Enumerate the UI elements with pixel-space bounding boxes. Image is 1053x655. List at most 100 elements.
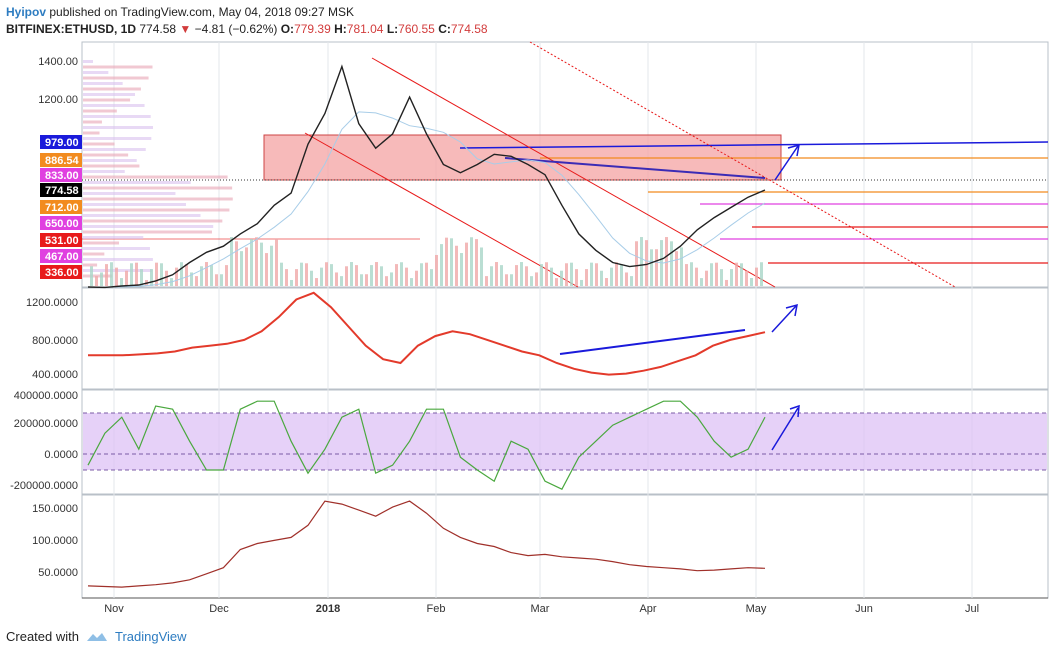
- y-tick-label: -200000.0000: [10, 480, 78, 492]
- volume-bar: [200, 266, 203, 286]
- volume-bar: [210, 265, 213, 286]
- channel-lower-line[interactable]: [304, 132, 579, 288]
- volume-bar: [245, 247, 248, 286]
- symbol-label: BITFINEX:ETHUSD, 1D: [6, 22, 137, 36]
- volume-bar: [695, 267, 698, 286]
- open-label: O:: [280, 22, 295, 36]
- last-price: 774.58: [139, 22, 177, 36]
- price-tag: 833.00: [40, 168, 82, 182]
- volume-bar: [415, 270, 418, 286]
- volume-profile-bar: [83, 241, 120, 245]
- channel-upper-line[interactable]: [371, 57, 776, 288]
- volume-bar: [160, 263, 163, 286]
- volume-bar: [680, 247, 683, 286]
- svg-text:467.00: 467.00: [45, 251, 79, 263]
- level-979-line[interactable]: [459, 141, 1049, 149]
- volume-bar: [650, 249, 653, 286]
- x-tick-label: Feb: [427, 603, 446, 615]
- volume-profile-bar: [83, 104, 145, 107]
- volume-bar: [635, 241, 638, 286]
- indicator-1-line[interactable]: [88, 291, 766, 376]
- volume-bar: [430, 269, 433, 286]
- volume-bar: [615, 262, 618, 286]
- indicator-pane-1[interactable]: [81, 287, 1049, 390]
- volume-bar: [685, 264, 688, 286]
- price-tag: 467.00: [40, 249, 82, 263]
- volume-bar: [440, 244, 443, 286]
- volume-bar: [185, 264, 188, 286]
- volume-profile-bar: [83, 98, 131, 102]
- oscillator-pane[interactable]: [81, 389, 1049, 495]
- indicator-pane-3[interactable]: [81, 494, 1049, 599]
- volume-profile-bar: [83, 247, 150, 250]
- volume-bar: [310, 270, 313, 286]
- volume-bar: [135, 262, 138, 286]
- volume-bar: [395, 264, 398, 286]
- volume-bar: [575, 269, 578, 286]
- oscillator-line[interactable]: [87, 400, 766, 490]
- footer: Created with TradingView: [6, 629, 187, 644]
- volume-bar: [240, 251, 243, 286]
- volume-bar: [130, 263, 133, 286]
- diagonal-resistance-line[interactable]: [504, 157, 766, 179]
- volume-bar: [620, 264, 623, 286]
- volume-bar: [630, 276, 633, 286]
- author-name[interactable]: Hyipov: [6, 5, 47, 19]
- price-series-line[interactable]: [87, 64, 766, 289]
- change-down-icon: ▼: [179, 22, 192, 36]
- high-value: 781.04: [346, 22, 384, 36]
- svg-text:650.00: 650.00: [45, 218, 79, 230]
- volume-bar: [625, 272, 628, 286]
- price-tag: 712.00: [40, 200, 82, 214]
- volume-bar: [595, 263, 598, 286]
- volume-bar: [345, 266, 348, 286]
- volume-bar: [400, 262, 403, 286]
- volume-bar: [585, 269, 588, 286]
- volume-bars: [90, 237, 763, 286]
- volume-bar: [455, 245, 458, 286]
- x-tick-label: Nov: [104, 603, 124, 615]
- volume-bar: [365, 274, 368, 286]
- volume-bar: [250, 239, 253, 286]
- x-tick-label: Jul: [965, 603, 979, 615]
- volume-bar: [165, 270, 168, 286]
- volume-bar: [390, 272, 393, 286]
- volume-bar: [355, 265, 358, 286]
- volume-profile-bar: [83, 148, 146, 151]
- volume-bar: [435, 254, 438, 286]
- volume-profile-bar: [83, 76, 149, 80]
- volume-bar: [255, 237, 258, 286]
- volume-bar: [730, 269, 733, 286]
- breakout-arrow-icon: [774, 143, 800, 181]
- volume-bar: [335, 272, 338, 286]
- volume-bar: [700, 278, 703, 286]
- volume-bar: [545, 262, 548, 286]
- volume-bar: [560, 270, 563, 286]
- x-tick-label: Mar: [531, 603, 550, 615]
- indicator-1-trend-line[interactable]: [559, 329, 746, 355]
- publish-line: Hyipov published on TradingView.com, May…: [6, 4, 488, 21]
- volume-bar: [225, 265, 228, 286]
- volume-bar: [740, 263, 743, 286]
- y-tick-label: 150.0000: [32, 503, 78, 515]
- volume-bar: [580, 279, 583, 286]
- volume-bar: [350, 262, 353, 286]
- volume-bar: [655, 249, 658, 286]
- volume-bar: [305, 263, 308, 286]
- volume-profile-bar: [83, 219, 223, 223]
- open-value: 779.39: [294, 22, 331, 36]
- low-value: 760.55: [398, 22, 435, 36]
- volume-profile-bar: [83, 164, 140, 168]
- indicator-3-line[interactable]: [87, 500, 766, 588]
- volume-profile-bar: [83, 153, 129, 157]
- volume-profile-bar: [83, 115, 151, 118]
- volume-bar: [510, 274, 513, 286]
- long-trend-line[interactable]: [529, 41, 956, 288]
- volume-bar: [530, 276, 533, 286]
- volume-bar: [735, 262, 738, 286]
- volume-bar: [600, 270, 603, 286]
- price-tag: 886.54: [40, 153, 82, 167]
- tradingview-link[interactable]: TradingView: [114, 629, 187, 644]
- volume-bar: [275, 238, 278, 286]
